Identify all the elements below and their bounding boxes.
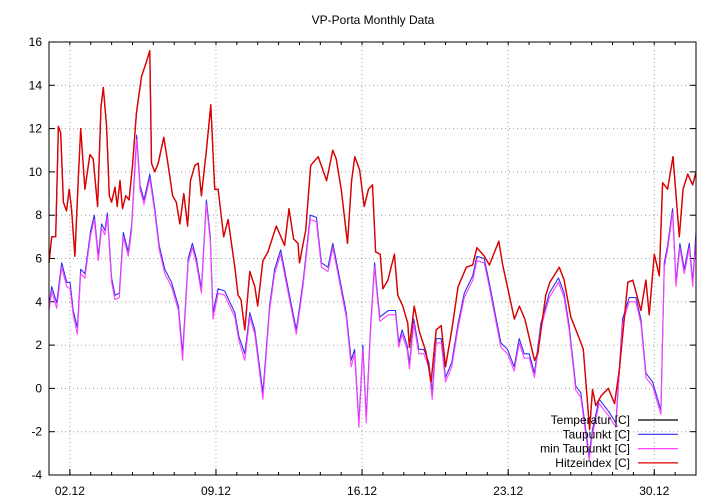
legend: Temperatur [C]Taupunkt [C]min Taupunkt [… [540, 413, 678, 470]
y-tick-label: 16 [29, 35, 43, 49]
series-line-min [48, 138, 697, 461]
x-tick-label: 23.12 [493, 484, 523, 498]
y-tick-label: -2 [31, 425, 42, 439]
x-tick-label: 16.12 [347, 484, 377, 498]
x-tick-label: 09.12 [201, 484, 231, 498]
legend-label: Hitzeindex [C] [555, 456, 630, 470]
x-tick-label: 30.12 [639, 484, 669, 498]
y-tick-label: 0 [35, 381, 42, 395]
y-tick-label: 12 [29, 122, 43, 136]
x-tick-label: 02.12 [55, 484, 85, 498]
legend-label: min Taupunkt [C] [540, 442, 630, 456]
y-tick-label: 6 [35, 252, 42, 266]
legend-label: Taupunkt [C] [563, 427, 630, 441]
y-tick-label: 10 [29, 165, 43, 179]
y-tick-label: 8 [35, 208, 42, 222]
series-lines [48, 50, 697, 461]
y-tick-label: 4 [35, 295, 42, 309]
legend-label: Temperatur [C] [551, 413, 630, 427]
plot-frame [48, 41, 697, 476]
grid [49, 42, 696, 475]
y-tick-label: -4 [31, 468, 42, 482]
series-line-hitzeindex [48, 50, 697, 431]
chart-title: VP-Porta Monthly Data [312, 13, 435, 27]
series-line-temperatur [48, 50, 697, 431]
axis-ticks: -4 -2 0 2 4 6 8 10 12 14 16 02.12 09.12 16.12 23.12 30.… [29, 35, 697, 498]
y-tick-label: 2 [35, 338, 42, 352]
y-tick-label: 14 [29, 78, 43, 92]
